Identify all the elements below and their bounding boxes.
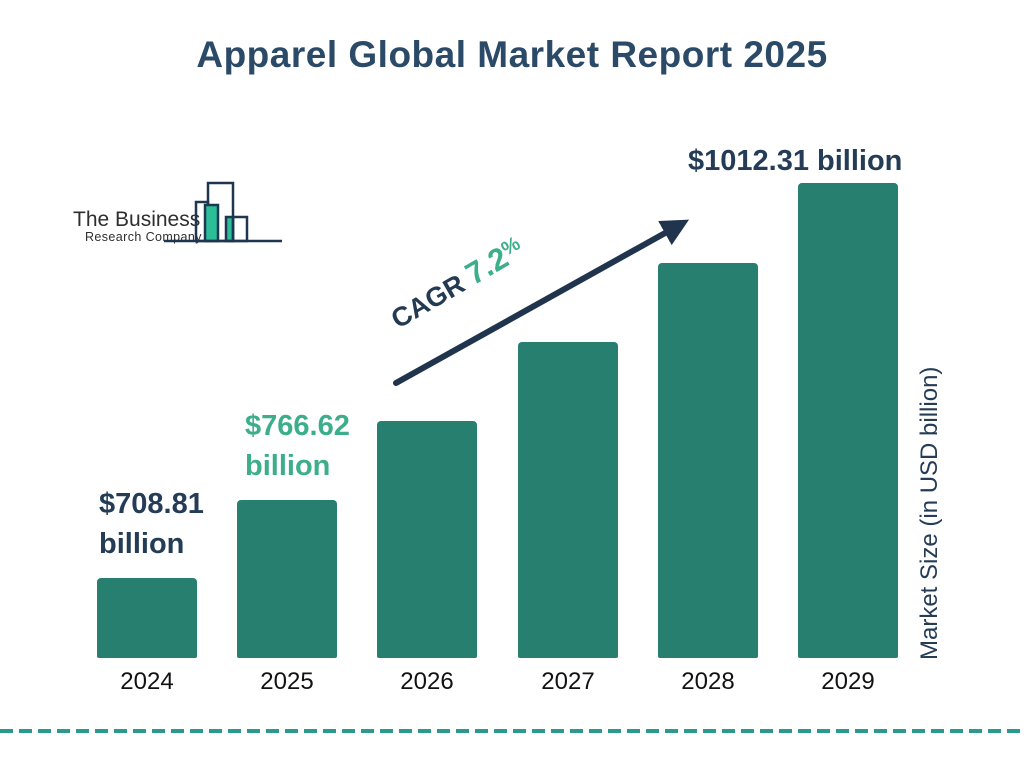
value-label-2024: $708.81 billion (99, 484, 204, 564)
company-logo: The Business Research Company (73, 181, 282, 244)
bar-2028 (658, 263, 758, 658)
x-axis-label-2027: 2027 (541, 668, 595, 695)
bar-2029 (798, 183, 898, 658)
value-label-2025: $766.62 billion (245, 406, 350, 486)
value-label-2029: $1012.31 billion (688, 141, 902, 181)
logo-bars-chart-icon (164, 181, 282, 243)
bar-column-2025: 2025 (237, 500, 337, 695)
bar-2025 (237, 500, 337, 658)
value-2025-unit: billion (245, 450, 331, 482)
bar-column-2027: 2027 (518, 342, 618, 695)
growth-arrow-icon (393, 219, 690, 386)
bar-2024 (97, 578, 197, 658)
value-2025: $766.62 (245, 410, 350, 442)
bottom-dashed-divider (0, 729, 1024, 733)
bar-2026 (377, 421, 477, 658)
x-axis-label-2024: 2024 (120, 668, 174, 695)
bar-column-2024: 2024 (97, 578, 197, 695)
chart-title: Apparel Global Market Report 2025 (196, 34, 828, 75)
y-axis-label: Market Size (in USD billion) (916, 366, 943, 660)
logo-text-line1: The Business (73, 208, 200, 231)
bar-column-2029: 2029 (798, 183, 898, 695)
x-axis-label-2029: 2029 (821, 668, 875, 695)
bar-column-2026: 2026 (377, 421, 477, 695)
x-axis-label-2028: 2028 (681, 668, 735, 695)
bar-2027 (518, 342, 618, 658)
value-2029: $1012.31 billion (688, 145, 903, 177)
value-2024: $708.81 (99, 488, 204, 520)
x-axis-label-2026: 2026 (400, 668, 454, 695)
value-2024-unit: billion (99, 528, 185, 560)
bar-column-2028: 2028 (658, 263, 758, 695)
x-axis-label-2025: 2025 (260, 668, 314, 695)
